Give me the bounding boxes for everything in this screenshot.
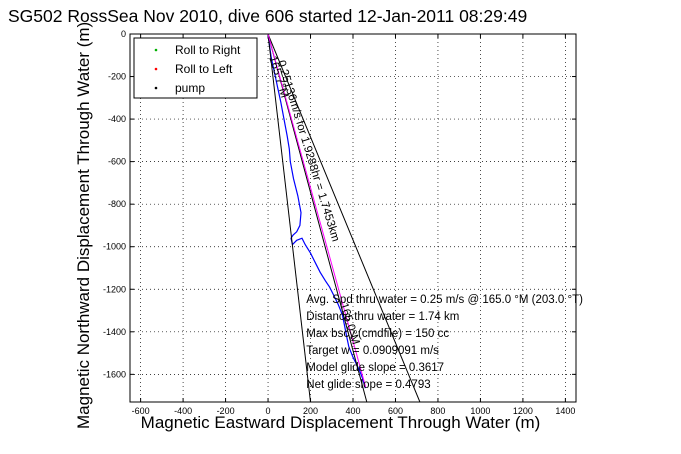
x-tick-labels: -600 -400 -200 0 200 400 600 800 1000 1200 1400 — [132, 406, 576, 416]
x-tick-label: 1000 — [470, 406, 490, 416]
annotation-8: Net glide slope = 0.4793 — [306, 379, 430, 391]
x-tick-label: 800 — [430, 406, 445, 416]
x-axis-label: Magnetic Eastward Displacement Through W… — [140, 413, 541, 432]
annotation-5: Max bscy (cmdfile) = 150 cc — [306, 328, 449, 340]
y-tick-label: 0 — [121, 29, 126, 39]
annotation-6: Target w = 0.0909091 m/s — [306, 345, 439, 357]
series-line-4 — [267, 34, 367, 388]
x-tick-label: 1200 — [513, 406, 533, 416]
x-tick-label: 200 — [303, 406, 318, 416]
y-tick-labels: 0 -200 -400 -600 -800 -1000 -1200 -1400 -1600 — [103, 29, 126, 379]
series-line-3 — [267, 34, 421, 402]
x-tick-label: 600 — [388, 406, 403, 416]
chart-title: SG502 RossSea Nov 2010, dive 606 started… — [8, 6, 528, 26]
x-tick-label: -400 — [174, 406, 192, 416]
chart-marks — [267, 34, 421, 402]
legend-label: Roll to Left — [175, 62, 233, 76]
legend-marker — [154, 67, 158, 71]
annotation-7: Model glide slope = 0.3617 — [306, 362, 444, 374]
legend-box — [133, 37, 258, 99]
legend-label: pump — [175, 81, 205, 95]
x-tick-label: 400 — [345, 406, 360, 416]
x-tick-label: 0 — [266, 406, 271, 416]
legend-marker — [154, 86, 158, 90]
series-line-0 — [267, 34, 366, 389]
y-tick-label: -1200 — [103, 284, 126, 294]
legend-label: Roll to Right — [175, 43, 241, 57]
x-tick-label: 1400 — [555, 406, 575, 416]
annotations: 0.25136m/s for 1.9288hr = 1.7453km165.7°… — [266, 55, 583, 391]
y-tick-label: -400 — [108, 114, 126, 124]
x-tick-label: -200 — [217, 406, 235, 416]
y-tick-label: -1600 — [103, 369, 126, 379]
y-tick-label: -600 — [108, 157, 126, 167]
legend-marker — [154, 48, 158, 52]
annotation-3: Avg. Spd thru water = 0.25 m/s @ 165.0 °… — [306, 294, 583, 306]
y-tick-label: -200 — [108, 72, 126, 82]
x-tick-label: -600 — [132, 406, 150, 416]
y-tick-label: -1400 — [103, 327, 126, 337]
y-tick-label: -1000 — [103, 242, 126, 252]
plot-frame — [129, 33, 577, 403]
series-line-1 — [267, 34, 311, 402]
legend: Roll to Right Roll to Left pump — [133, 37, 258, 99]
y-tick-label: -800 — [108, 199, 126, 209]
annotation-4: Distance thru water = 1.74 km — [306, 311, 459, 323]
